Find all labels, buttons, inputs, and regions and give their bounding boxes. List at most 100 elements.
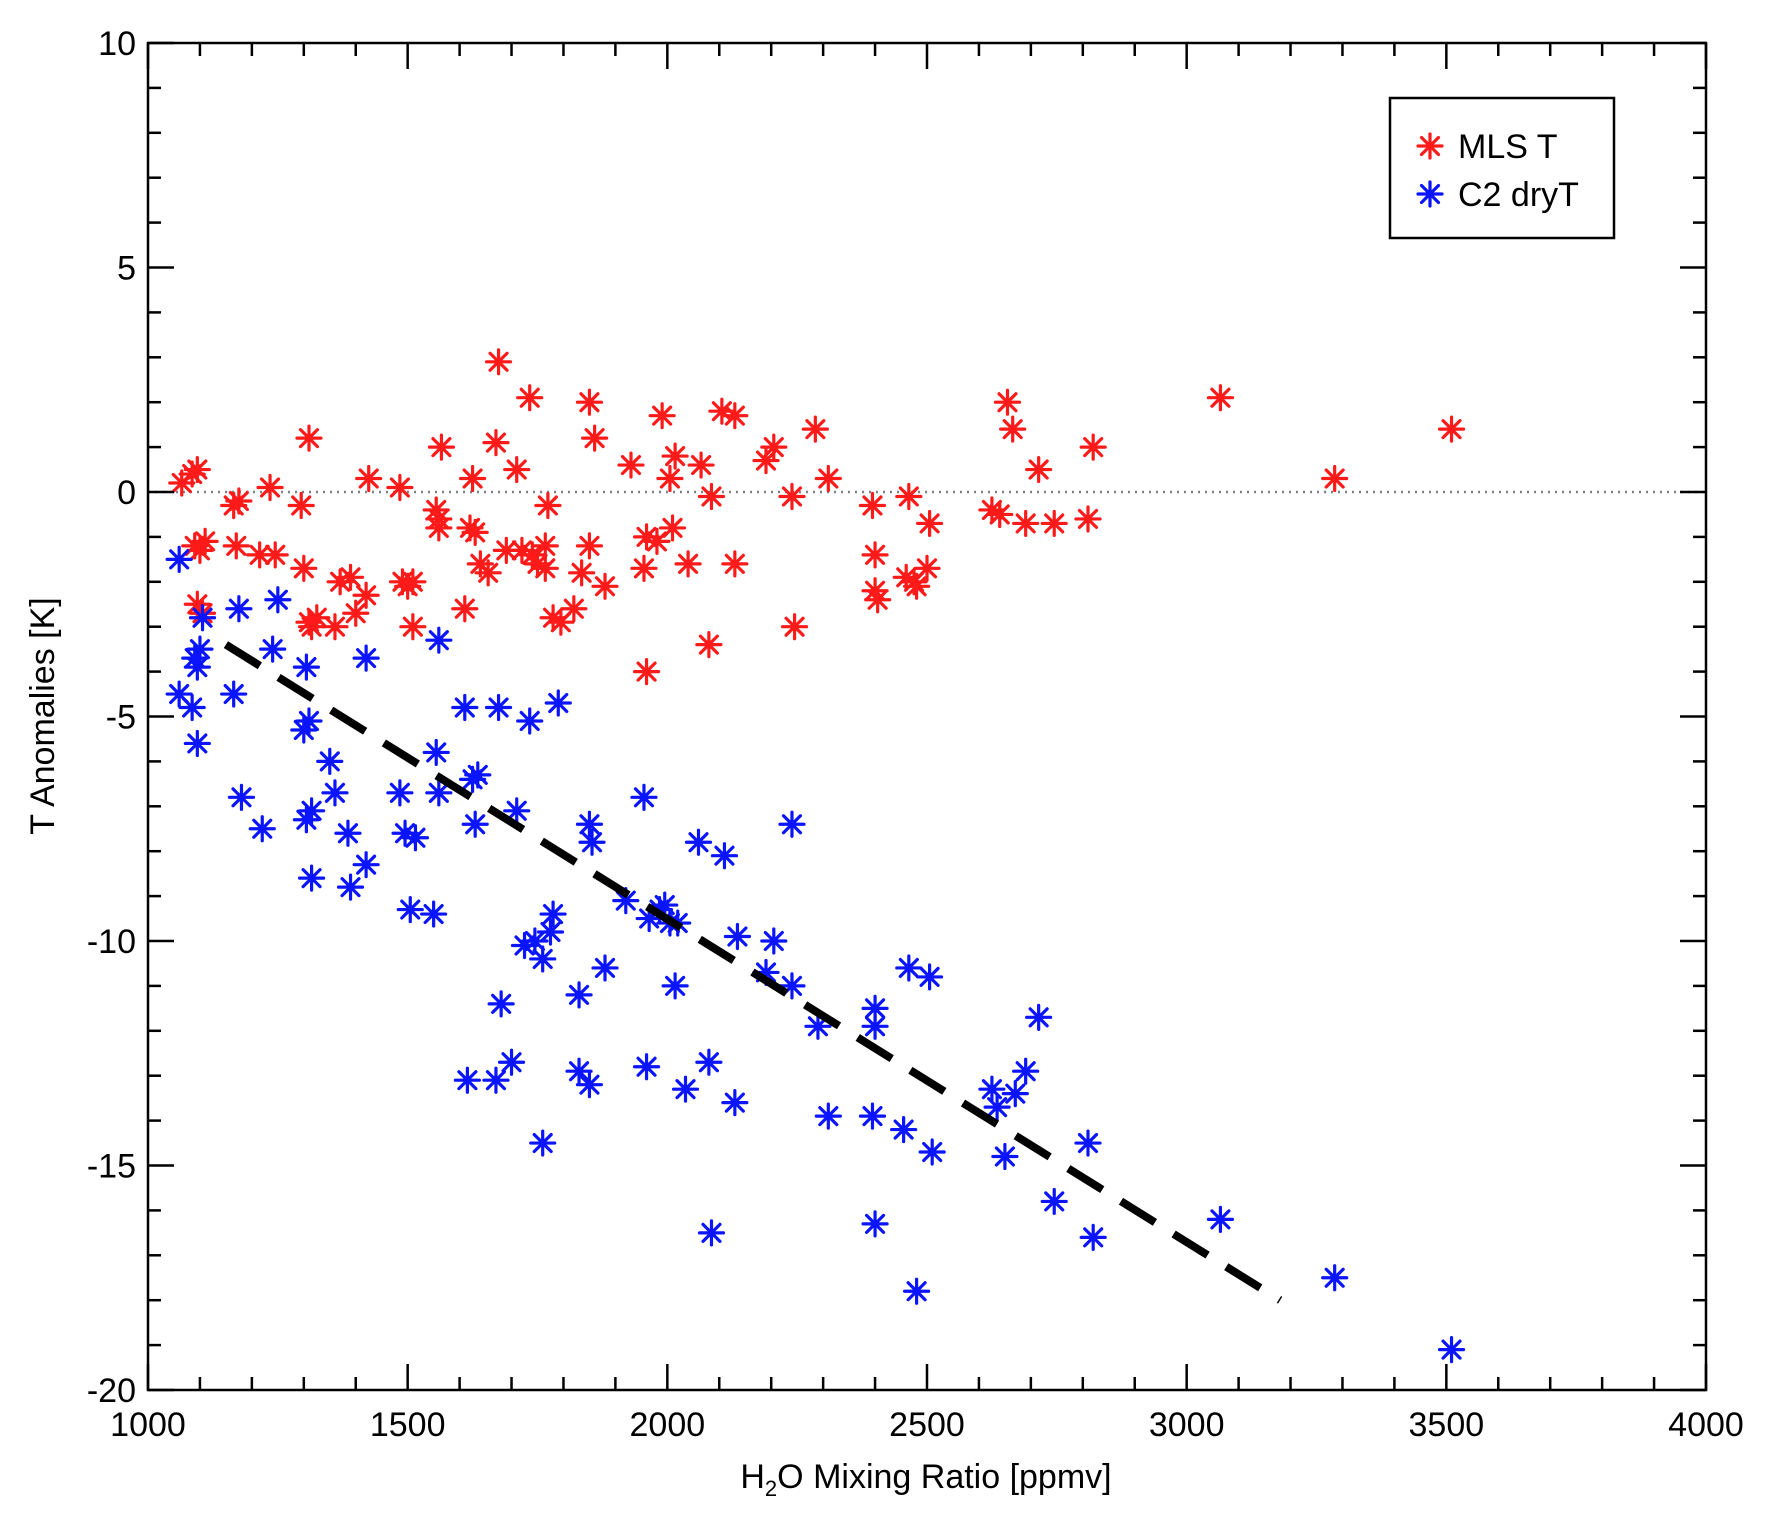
data-point [248, 815, 276, 843]
data-point [427, 433, 456, 461]
data-point [814, 1102, 842, 1130]
data-point [451, 595, 479, 623]
data-point [612, 886, 640, 915]
data-point [752, 446, 780, 475]
data-point [396, 895, 424, 924]
data-point [861, 577, 889, 605]
data-point [1025, 455, 1053, 484]
data-point [591, 572, 619, 600]
data-point [508, 536, 536, 564]
data-point [578, 828, 606, 856]
plot-frame [146, 41, 1708, 1392]
data-point [858, 491, 887, 520]
y-tick-label: -15 [87, 1148, 136, 1186]
data-point [316, 747, 344, 775]
data-point [1012, 509, 1040, 538]
data-point [529, 1129, 557, 1157]
data-point [778, 972, 806, 1000]
data-point [895, 482, 923, 511]
data-point [1040, 1187, 1068, 1216]
data-point [632, 1053, 661, 1081]
data-point [861, 1210, 889, 1238]
data-point [697, 482, 726, 511]
data-point [643, 527, 671, 555]
data-point [630, 554, 658, 582]
data-point [503, 455, 531, 484]
data-point [352, 581, 380, 609]
x-tick-label: 3000 [1149, 1406, 1225, 1444]
data-point [186, 635, 214, 663]
data-point [183, 653, 211, 681]
legend-label: MLS T [1458, 128, 1558, 166]
data-point [861, 541, 889, 569]
y-tick-label: -20 [87, 1372, 136, 1410]
data-point [697, 1219, 726, 1247]
data-point [991, 1142, 1019, 1171]
data-point [326, 568, 354, 596]
data-point [1001, 1080, 1029, 1108]
data-point [560, 595, 588, 623]
data-point [295, 707, 323, 735]
data-point [721, 1089, 749, 1117]
data-point [1206, 1205, 1235, 1233]
y-tick-label: -10 [87, 923, 136, 961]
data-point [978, 1075, 1006, 1103]
data-point [1074, 1129, 1102, 1157]
data-point [687, 451, 715, 479]
data-point [983, 1093, 1011, 1121]
x-tick-label: 2500 [889, 1406, 965, 1444]
data-point [565, 981, 593, 1009]
data-point [425, 626, 453, 654]
series-c2-dryt [165, 545, 1466, 1364]
data-point [581, 424, 609, 452]
data-point [591, 954, 619, 982]
legend-label: C2 dryT [1458, 176, 1579, 214]
x-axis-title-subscript: 2 [765, 1476, 777, 1501]
data-point [529, 945, 557, 973]
data-point [915, 509, 944, 538]
data-point [778, 482, 806, 511]
data-point [523, 550, 552, 578]
data-point [760, 433, 788, 461]
data-point [461, 518, 489, 547]
data-point [334, 819, 362, 847]
data-point [801, 415, 829, 443]
data-point [536, 918, 565, 946]
data-point [336, 873, 365, 901]
data-point [222, 532, 250, 560]
data-point [658, 514, 687, 542]
data-point [721, 550, 749, 578]
data-point [778, 810, 806, 838]
data-point [632, 523, 661, 551]
data-point [458, 464, 487, 493]
data-point [422, 496, 450, 524]
data-point [386, 779, 414, 807]
data-point [861, 994, 889, 1022]
data-point [256, 473, 284, 502]
data-point [568, 559, 596, 587]
data-point [531, 532, 559, 560]
data-point [780, 613, 809, 641]
data-point [539, 604, 567, 632]
legend: MLS T C2 dryT [1388, 96, 1616, 240]
y-axis-title: T Anomalies [K] [24, 597, 62, 835]
data-point [482, 1066, 510, 1094]
data-point [386, 473, 414, 502]
data-point [183, 729, 211, 758]
data-point [986, 500, 1014, 529]
series-mls-t [168, 348, 1466, 686]
data-point [518, 541, 546, 569]
data-point [453, 1066, 481, 1094]
data-point [656, 464, 684, 493]
data-point [461, 810, 489, 838]
data-point [752, 958, 780, 987]
data-point [321, 613, 349, 641]
x-axis-title: H2O Mixing Ratio [ppmv] [740, 1458, 1111, 1501]
data-point [165, 545, 193, 573]
data-point [183, 455, 211, 484]
data-point [861, 1012, 889, 1040]
data-point [531, 554, 559, 582]
regression-fit-line [223, 641, 1283, 1304]
data-point [165, 680, 193, 708]
